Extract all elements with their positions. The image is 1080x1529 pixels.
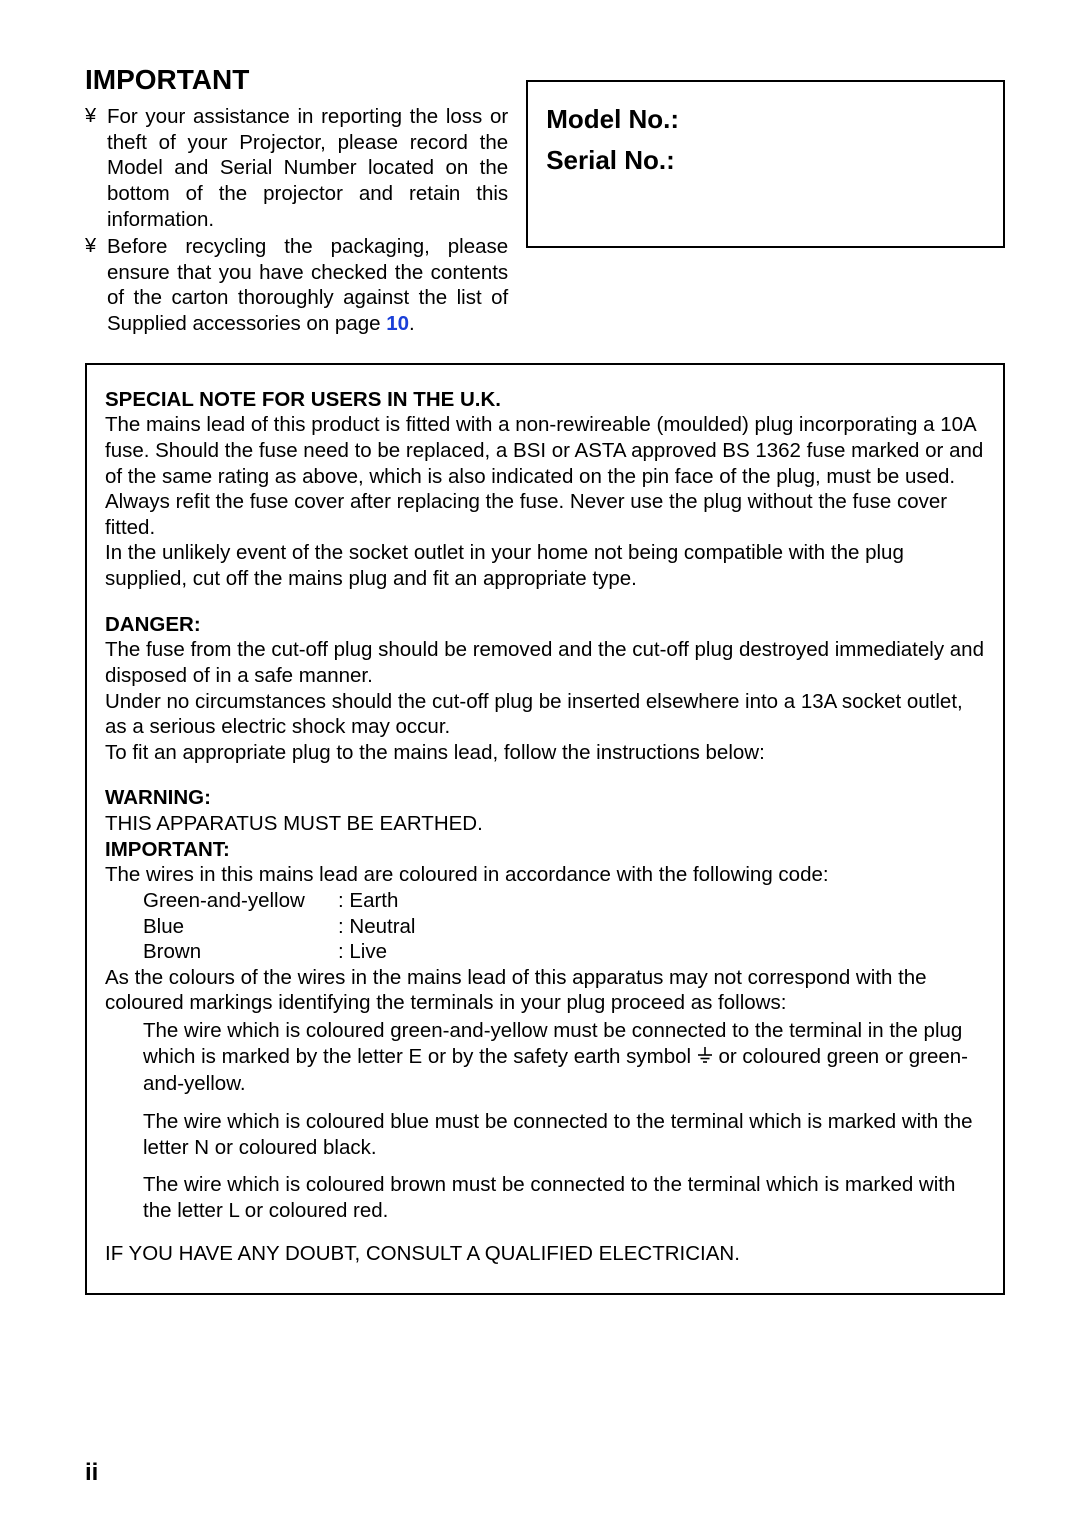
body-text: The wires in this mains lead are coloure… bbox=[105, 862, 985, 888]
body-text: The wire which is coloured brown must be… bbox=[143, 1172, 985, 1223]
bullet-text-b: . bbox=[409, 312, 415, 335]
body-text: Always refit the fuse cover after replac… bbox=[105, 489, 985, 540]
top-row: IMPORTANT ¥ For your assistance in repor… bbox=[85, 64, 1005, 339]
wire-role: : Earth bbox=[338, 888, 398, 914]
body-text: As the colours of the wires in the mains… bbox=[105, 965, 985, 1016]
page: IMPORTANT ¥ For your assistance in repor… bbox=[0, 0, 1080, 1335]
connection-instructions: The wire which is coloured green-and-yel… bbox=[143, 1018, 985, 1223]
wire-name: Green-and-yellow bbox=[143, 888, 338, 914]
serial-no-label: Serial No.: bbox=[546, 145, 985, 176]
table-row: Blue : Neutral bbox=[143, 914, 985, 940]
important-subtitle: IMPORTANT: bbox=[105, 837, 985, 863]
wire-name: Blue bbox=[143, 914, 338, 940]
warning-title: WARNING: bbox=[105, 785, 985, 811]
body-text: The fuse from the cut-off plug should be… bbox=[105, 637, 985, 688]
body-text: In the unlikely event of the socket outl… bbox=[105, 540, 985, 591]
bullet-icon: ¥ bbox=[85, 104, 107, 129]
body-text: The wire which is coloured blue must be … bbox=[143, 1109, 985, 1160]
body-text: The mains lead of this product is fitted… bbox=[105, 412, 985, 489]
bullet-text: For your assistance in reporting the los… bbox=[107, 104, 508, 232]
body-text: Under no circumstances should the cut-of… bbox=[105, 689, 985, 740]
bullet-text: Before recycling the packaging, please e… bbox=[107, 234, 508, 337]
table-row: Brown : Live bbox=[143, 939, 985, 965]
wire-name: Brown bbox=[143, 939, 338, 965]
body-text: THIS APPARATUS MUST BE EARTHED. bbox=[105, 811, 985, 837]
model-serial-box: Model No.: Serial No.: bbox=[526, 80, 1005, 248]
page-reference-link[interactable]: 10 bbox=[386, 312, 409, 335]
wire-colour-table: Green-and-yellow : Earth Blue : Neutral … bbox=[143, 888, 985, 965]
earth-symbol-icon bbox=[697, 1046, 713, 1072]
wire-role: : Live bbox=[338, 939, 387, 965]
list-item: ¥ Before recycling the packaging, please… bbox=[85, 234, 508, 337]
table-row: Green-and-yellow : Earth bbox=[143, 888, 985, 914]
uk-title: SPECIAL NOTE FOR USERS IN THE U.K. bbox=[105, 387, 985, 413]
important-heading: IMPORTANT bbox=[85, 64, 508, 96]
uk-special-note-box: SPECIAL NOTE FOR USERS IN THE U.K. The m… bbox=[85, 363, 1005, 1295]
bullet-text-a: Before recycling the packaging, please e… bbox=[107, 235, 508, 335]
bullet-list: ¥ For your assistance in reporting the l… bbox=[85, 104, 508, 337]
wire-role: : Neutral bbox=[338, 914, 415, 940]
bullet-icon: ¥ bbox=[85, 234, 107, 259]
closing-text: IF YOU HAVE ANY DOUBT, CONSULT A QUALIFI… bbox=[105, 1241, 985, 1267]
model-no-label: Model No.: bbox=[546, 104, 985, 135]
body-text: To fit an appropriate plug to the mains … bbox=[105, 740, 985, 766]
page-number: ii bbox=[85, 1459, 98, 1487]
danger-title: DANGER: bbox=[105, 612, 985, 638]
list-item: ¥ For your assistance in reporting the l… bbox=[85, 104, 508, 232]
body-text: The wire which is coloured green-and-yel… bbox=[143, 1018, 985, 1097]
important-section: IMPORTANT ¥ For your assistance in repor… bbox=[85, 64, 508, 339]
